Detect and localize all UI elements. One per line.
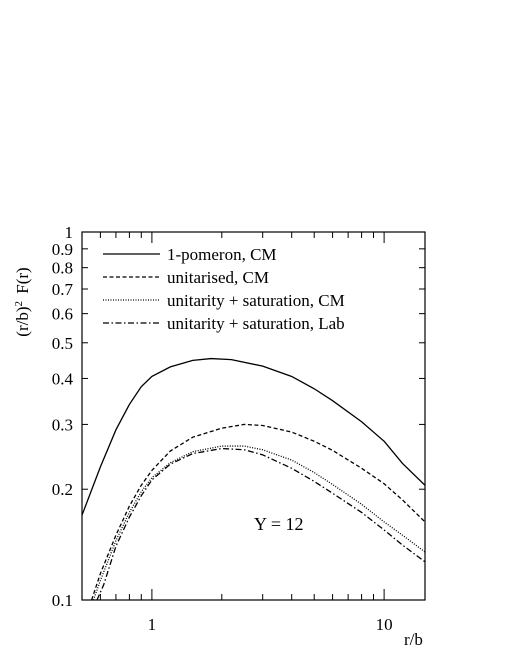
y-tick-label: 0.1 — [52, 591, 73, 610]
y-label-suffix: F(r) — [13, 267, 32, 298]
annotation-y-value: Y = 12 — [254, 514, 303, 534]
y-tick-label: 0.6 — [52, 305, 73, 324]
y-tick-label: 0.7 — [52, 280, 74, 299]
axis-tick-labels: 1 100.10.20.30.40.50.60.70.80.91 — [52, 223, 393, 634]
y-axis-label: (r/b)2 F(r) — [13, 267, 32, 336]
y-tick-label: 1 — [65, 223, 74, 242]
series-line-3 — [92, 445, 425, 600]
y-label-exponent: 2 — [13, 301, 25, 307]
legend-label: unitarity + saturation, CM — [167, 291, 345, 310]
series-lines — [82, 357, 425, 600]
legend-label: unitarised, CM — [167, 268, 269, 287]
y-tick-label: 0.8 — [52, 259, 73, 278]
legend-label: 1-pomeron, CM — [167, 245, 277, 264]
legend-label: unitarity + saturation, Lab — [167, 314, 345, 333]
plot-frame — [81, 231, 426, 601]
x-tick-label: 10 — [376, 615, 393, 634]
y-tick-label: 0.3 — [52, 415, 73, 434]
axis-ticks — [81, 231, 425, 601]
legend: 1-pomeron, CM unitarised, CM unitarity + s… — [103, 245, 345, 333]
y-tick-label: 0.9 — [52, 240, 73, 259]
series-line-1 — [82, 357, 425, 516]
series-line-2 — [90, 423, 425, 600]
y-tick-label: 0.4 — [52, 369, 74, 388]
y-tick-label: 0.2 — [52, 480, 73, 499]
y-tick-label: 0.5 — [52, 334, 73, 353]
x-axis-label: r/b — [404, 630, 423, 649]
series-line-4 — [96, 447, 425, 600]
x-tick-label: 1 — [148, 615, 157, 634]
